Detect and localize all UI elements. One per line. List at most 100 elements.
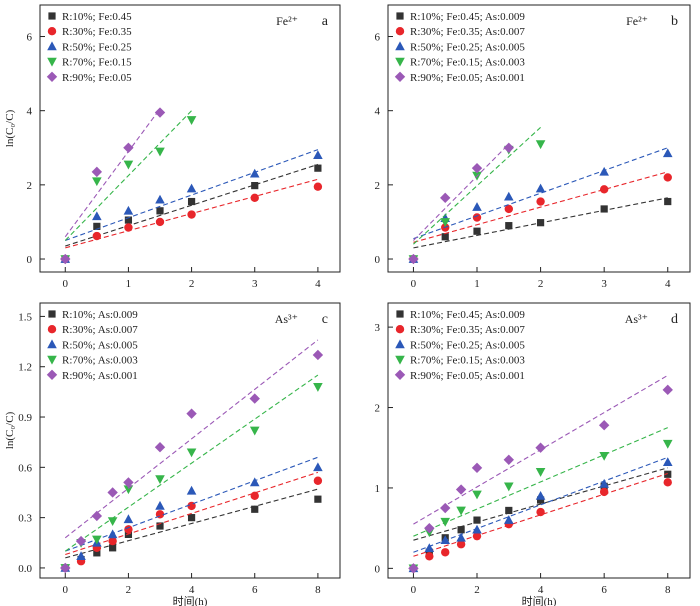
plot-frame <box>39 302 341 579</box>
ion-label: Fe²⁺ <box>276 14 298 28</box>
fit-line <box>65 471 319 556</box>
x-tick-label: 0 <box>411 584 417 596</box>
x-axis-title: 时间(h) <box>173 595 208 606</box>
series-1 <box>61 178 323 264</box>
data-point <box>505 222 513 230</box>
data-point <box>124 216 133 224</box>
series-4 <box>60 107 166 265</box>
legend: R:10%; Fe:0.45; As:0.009 R:30%; Fe:0.35; … <box>394 11 525 84</box>
y-axis-title: ln(C₀/C) <box>4 109 16 147</box>
data-point <box>455 484 467 495</box>
data-point <box>187 197 196 206</box>
legend-marker <box>394 369 406 380</box>
data-point <box>313 476 323 485</box>
data-point <box>186 485 197 495</box>
data-point <box>472 524 482 534</box>
x-tick-label: 4 <box>665 278 671 290</box>
legend-marker <box>395 339 405 349</box>
panel-a: 0 1 2 3 4 0 2 4 6 ln(C₀/C) a Fe²⁺ R:10%; Fe:0.45 R:30… <box>4 4 341 290</box>
data-point <box>186 183 197 193</box>
data-point <box>187 210 196 219</box>
data-point <box>249 393 260 404</box>
data-point <box>663 173 672 182</box>
legend-marker <box>394 71 406 82</box>
legend-label: R:50%; As:0.005 <box>62 339 138 351</box>
data-point <box>471 462 483 474</box>
data-point <box>155 217 165 227</box>
data-point <box>156 522 164 530</box>
legend-marker <box>46 71 58 82</box>
data-point <box>536 507 545 517</box>
fit-line <box>413 456 668 553</box>
data-point <box>251 181 259 190</box>
fit-line <box>65 149 319 241</box>
legend-marker <box>46 369 58 380</box>
data-point <box>187 514 196 522</box>
data-point <box>424 522 435 534</box>
data-point <box>154 442 166 453</box>
y-tick-label: 1 <box>375 483 381 495</box>
data-point <box>504 482 514 492</box>
x-tick-label: 2 <box>538 278 544 290</box>
x-tick-label: 0 <box>63 584 69 596</box>
data-point <box>472 213 482 222</box>
legend: R:10%; Fe:0.45; As:0.009 R:30%; Fe:0.35; … <box>394 309 525 382</box>
y-tick-label: 2 <box>27 180 33 192</box>
series-4 <box>60 339 324 574</box>
legend-label: R:70%; Fe:0.15 <box>62 57 132 69</box>
data-point <box>92 535 102 545</box>
legend-label: R:90%; As:0.001 <box>62 370 138 382</box>
fit-line <box>413 427 668 537</box>
data-point <box>155 500 165 510</box>
data-point <box>107 517 118 526</box>
y-tick-label: 3 <box>375 322 381 334</box>
fit-line <box>64 110 192 241</box>
data-point <box>186 448 197 458</box>
x-tick-label: 6 <box>252 584 258 596</box>
x-tick-label: 4 <box>538 584 544 596</box>
legend-marker <box>47 41 57 51</box>
panel-letter: c <box>322 312 328 327</box>
data-point <box>440 517 451 527</box>
fit-line <box>413 143 510 241</box>
plot-frame <box>387 4 691 273</box>
legend-marker <box>395 355 405 365</box>
x-axis-title: 时间(h) <box>522 595 557 606</box>
fit-line <box>413 171 668 243</box>
data-point <box>473 227 481 235</box>
data-point <box>599 185 609 194</box>
data-point <box>456 532 466 542</box>
data-point <box>456 506 466 516</box>
y-tick-label: 2 <box>375 403 381 415</box>
y-tick-label: 0.3 <box>18 513 32 525</box>
ion-label: As³⁺ <box>625 312 648 326</box>
data-point <box>313 182 323 191</box>
fit-line <box>413 126 541 245</box>
legend-marker <box>395 57 405 67</box>
data-point <box>472 531 482 541</box>
data-point <box>92 231 102 241</box>
legend-label: R:50%; Fe:0.25; As:0.005 <box>410 339 525 351</box>
data-point <box>441 548 450 557</box>
data-point <box>314 164 322 172</box>
data-point <box>505 506 513 515</box>
data-point <box>535 490 546 500</box>
data-point <box>503 142 514 153</box>
data-point <box>599 451 609 461</box>
data-point <box>662 439 673 449</box>
data-point <box>408 253 419 265</box>
legend-marker <box>47 355 57 365</box>
data-point <box>91 166 103 178</box>
data-point <box>662 384 673 396</box>
y-tick-label: 2 <box>375 180 381 192</box>
x-tick-label: 3 <box>252 278 258 290</box>
y-tick-label: 1.2 <box>18 362 32 374</box>
legend-marker <box>395 41 405 51</box>
data-point <box>408 563 419 574</box>
fit-line <box>413 472 668 557</box>
series-0 <box>409 467 672 572</box>
data-point <box>457 526 465 534</box>
data-point <box>314 495 322 503</box>
data-point <box>313 383 323 392</box>
data-point <box>424 543 435 553</box>
